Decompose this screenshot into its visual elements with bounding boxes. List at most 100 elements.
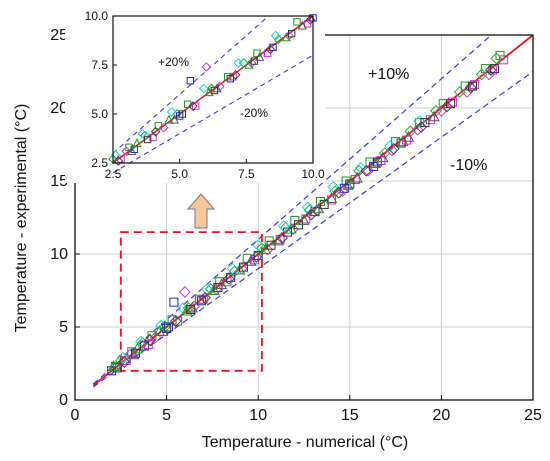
y-tick-label: 5: [59, 319, 68, 336]
data-point: [250, 251, 263, 263]
data-point: [198, 294, 208, 304]
inset-reference-line-plus20pct: [112, 15, 269, 154]
inset-x-tick-label: 5.0: [171, 167, 188, 181]
data-point: [169, 315, 182, 328]
data-point: [325, 192, 338, 204]
x-tick-label: 25: [524, 407, 542, 424]
inset-data-point: [293, 18, 301, 26]
data-point: [181, 304, 193, 316]
inset-data-point: [175, 112, 184, 120]
data-point: [213, 283, 223, 293]
data-point: [222, 272, 235, 285]
inset-data-point: [230, 69, 241, 80]
data-point: [411, 123, 424, 136]
inset-annotation-minus-20: -20%: [240, 106, 268, 120]
data-point: [425, 115, 435, 125]
y-tick-label: 15: [50, 173, 68, 190]
inset-data-point: [164, 114, 174, 124]
data-point: [118, 356, 131, 368]
data-point: [186, 301, 198, 313]
inset-data-point: [191, 102, 200, 110]
data-point: [226, 262, 239, 275]
data-point: [490, 64, 500, 74]
inset-data-point: [273, 34, 284, 45]
inset-data-point: [188, 101, 198, 112]
data-point: [464, 81, 477, 94]
data-point: [199, 291, 211, 304]
data-point: [327, 180, 340, 193]
y-tick-label: 0: [59, 392, 68, 409]
data-point: [163, 322, 173, 332]
data-point: [460, 81, 470, 91]
data-point: [499, 55, 509, 65]
data-point: [239, 262, 249, 272]
inset-x-tick-label: 2.5: [105, 167, 122, 181]
data-point: [428, 110, 440, 122]
inset-y-tick-label: 5.0: [91, 107, 108, 121]
inset-data-point: [255, 51, 265, 61]
x-axis-title: Temperature - numerical (°C): [202, 434, 408, 451]
data-point: [351, 171, 363, 183]
y-tick-label: 25: [50, 27, 68, 44]
inset-x-tick-label: 7.5: [238, 167, 255, 181]
x-tick-label: 0: [71, 407, 80, 424]
inset-data-point: [186, 76, 195, 85]
data-point: [234, 263, 246, 275]
x-tick-label: 15: [341, 407, 359, 424]
reference-line-minus10pct: [92, 71, 534, 388]
data-point: [116, 351, 129, 364]
data-point: [345, 179, 355, 189]
data-point: [245, 255, 257, 266]
main-data-points: [107, 50, 509, 376]
data-point: [354, 161, 367, 174]
inset-data-point: [297, 20, 307, 30]
y-tick-label: 20: [50, 100, 68, 117]
data-point: [402, 130, 415, 142]
data-point: [285, 222, 297, 234]
data-point: [252, 239, 265, 252]
main-reference-lines: [92, 34, 534, 388]
inset-data-point: [113, 156, 124, 166]
data-point: [413, 115, 426, 128]
inset-data-point: [223, 73, 232, 81]
data-point: [298, 214, 310, 225]
inset-data-point: [169, 114, 179, 124]
inset-data-point: [143, 135, 152, 144]
data-point: [360, 164, 373, 177]
inset-background: [65, 8, 325, 183]
data-point: [226, 272, 236, 282]
inset-data-point: [270, 30, 281, 41]
inset-data-point: [201, 62, 212, 72]
data-point: [157, 325, 169, 336]
data-point: [253, 250, 263, 260]
reference-line-plus10pct: [92, 34, 492, 385]
inset-data-point: [150, 126, 161, 137]
annotation-plus-10: +10%: [368, 66, 409, 83]
inset-plot-frame: [112, 15, 314, 164]
data-point: [144, 334, 157, 347]
inset-data-point: [140, 130, 150, 141]
data-point: [305, 208, 318, 221]
data-point: [272, 234, 284, 246]
inset-data-point: [250, 57, 259, 65]
data-point: [208, 284, 220, 295]
inset-reference-line-minus20pct: [112, 54, 314, 174]
x-tick-label: 5: [162, 407, 171, 424]
inset-x-tick-label: 10.0: [301, 167, 325, 181]
annotation-minus-10: -10%: [450, 157, 487, 174]
data-point: [277, 220, 290, 233]
y-tick-label: 10: [50, 246, 68, 263]
inset-data-point: [149, 133, 157, 142]
inset-data-point: [158, 122, 169, 133]
data-point: [179, 286, 191, 298]
data-point: [377, 151, 389, 163]
y-axis-title: Temperature - experimental (°C): [13, 104, 30, 333]
data-point: [169, 297, 179, 307]
inset-data-point: [166, 107, 177, 117]
inset-data-point: [178, 110, 187, 118]
inset-data-point: [137, 128, 148, 139]
inset-data-point: [121, 146, 132, 157]
inset-data-point: [132, 138, 142, 148]
data-point: [484, 64, 497, 76]
inset-data-point: [212, 83, 222, 93]
